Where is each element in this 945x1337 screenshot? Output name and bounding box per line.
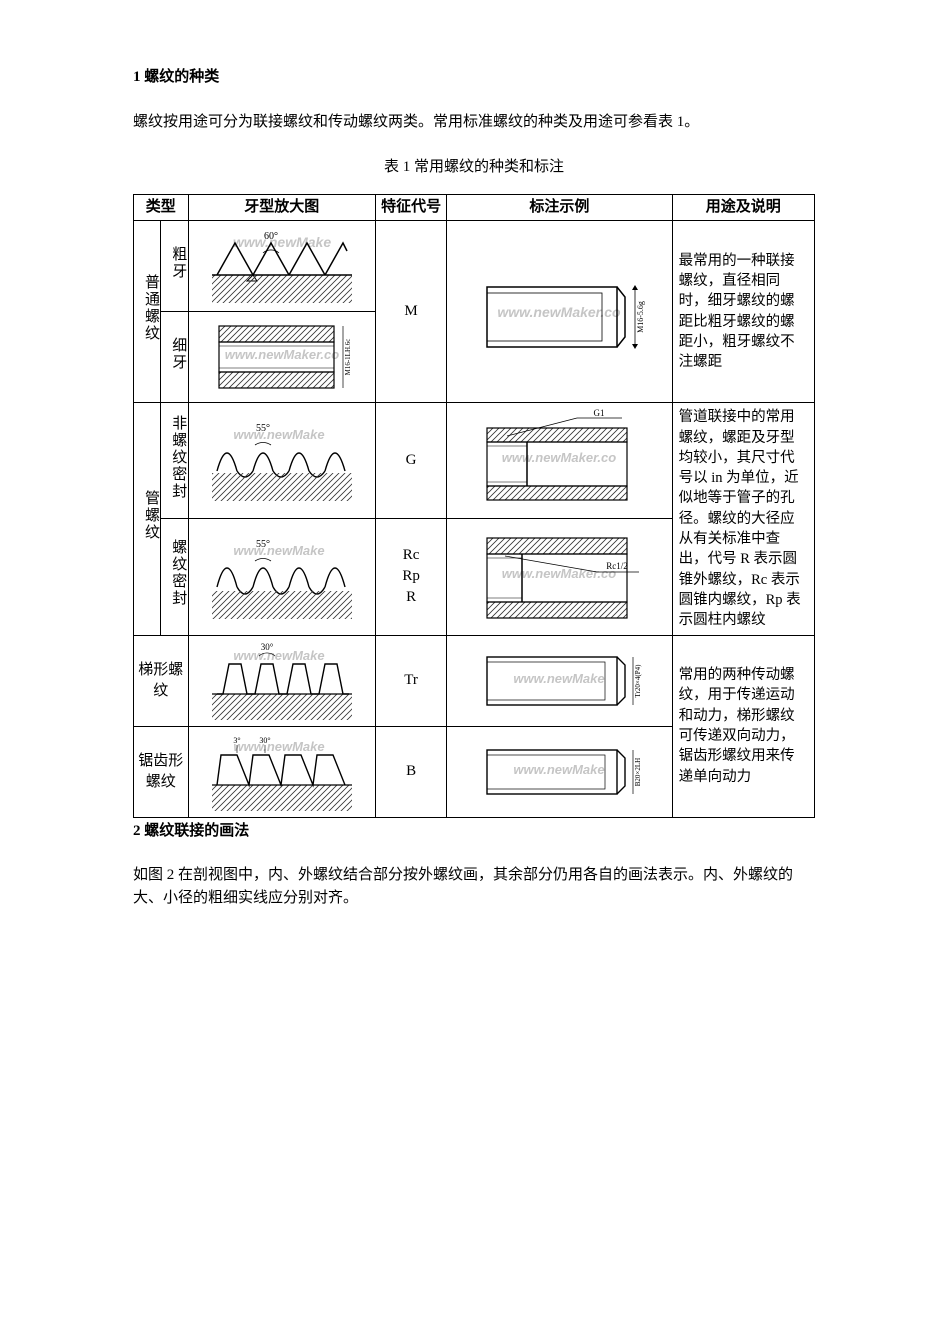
pipe-r-profile: www.newMake 55° xyxy=(188,519,375,635)
pipe-r-code: Rc Rp R xyxy=(376,519,447,635)
metric-code: M xyxy=(376,221,447,403)
trap-example: www.newMake Tr20×4(P4) xyxy=(447,635,672,726)
thread-table: 类型 牙型放大图 特征代号 标注示例 用途及说明 普通螺纹 粗牙 www.new… xyxy=(133,194,815,817)
svg-text:Tr20×4(P4): Tr20×4(P4) xyxy=(634,663,642,697)
svg-text:60°: 60° xyxy=(264,231,278,242)
row-metric-coarse: 普通螺纹 粗牙 www.newMake xyxy=(134,221,815,312)
svg-text:M16-1LH.6c: M16-1LH.6c xyxy=(344,339,352,376)
pipe-g-code: G xyxy=(376,403,447,519)
saw-code: B xyxy=(376,726,447,817)
row-trap: 梯形螺纹 www.newMake 30° Tr www.newMake xyxy=(134,635,815,726)
pipe-unsealed-label: 非螺纹密封 xyxy=(161,403,188,519)
svg-text:3°: 3° xyxy=(233,736,240,745)
section2-paragraph: 如图 2 在剖视图中，内、外螺纹结合部分按外螺纹画，其余部分仍用各自的画法表示。… xyxy=(133,864,815,911)
header-code: 特征代号 xyxy=(376,195,447,221)
header-usage: 用途及说明 xyxy=(672,195,814,221)
saw-label: 锯齿形螺纹 xyxy=(134,726,189,817)
svg-text:30°: 30° xyxy=(259,736,270,745)
svg-text:30°: 30° xyxy=(260,642,273,652)
svg-text:www.newMake: www.newMake xyxy=(514,671,605,686)
pipe-sealed-label: 螺纹密封 xyxy=(161,519,188,635)
metric-fine-profile: www.newMaker.co M16-1LH.6c xyxy=(188,312,375,403)
svg-text:B20×2LH: B20×2LH xyxy=(634,757,642,785)
svg-text:www.newMake: www.newMake xyxy=(514,762,605,777)
svg-text:55°: 55° xyxy=(256,423,270,434)
section1-paragraph: 螺纹按用途可分为联接螺纹和传动螺纹两类。常用标准螺纹的种类及用途可参看表 1。 xyxy=(133,111,815,134)
metric-fine-label: 细牙 xyxy=(161,312,188,403)
trap-code: Tr xyxy=(376,635,447,726)
svg-text:www.newMaker.co: www.newMaker.co xyxy=(498,304,622,320)
header-profile: 牙型放大图 xyxy=(188,195,375,221)
trap-saw-usage: 常用的两种传动螺纹，用于传递运动和动力，梯形螺纹可传递双向动力，锯齿形螺纹用来传… xyxy=(672,635,814,817)
svg-text:G1: G1 xyxy=(594,408,605,418)
svg-text:55°: 55° xyxy=(256,539,270,550)
trap-label: 梯形螺纹 xyxy=(134,635,189,726)
pipe-r-example: www.newMaker.co Rc1/2 xyxy=(447,519,672,635)
metric-coarse-profile: www.newMake 60° xyxy=(188,221,375,312)
pipe-g-example: www.newMaker.co G1 xyxy=(447,403,672,519)
header-example: 标注示例 xyxy=(447,195,672,221)
header-type: 类型 xyxy=(134,195,189,221)
metric-coarse-label: 粗牙 xyxy=(161,221,188,312)
pipe-group-label: 管螺纹 xyxy=(134,403,161,635)
pipe-g-profile: www.newMake 55° xyxy=(188,403,375,519)
svg-text:www.newMake: www.newMake xyxy=(233,648,324,663)
svg-text:www.newMaker.co: www.newMaker.co xyxy=(502,450,616,465)
metric-group-label: 普通螺纹 xyxy=(134,221,161,403)
section2-heading: 2 螺纹联接的画法 xyxy=(133,820,815,843)
saw-profile: www.newMake 3° 30° xyxy=(188,726,375,817)
svg-text:www.newMaker.co: www.newMaker.co xyxy=(225,347,339,362)
table-header-row: 类型 牙型放大图 特征代号 标注示例 用途及说明 xyxy=(134,195,815,221)
svg-text:www.newMake: www.newMake xyxy=(233,739,324,754)
svg-text:www.newMaker.co: www.newMaker.co xyxy=(502,566,616,581)
table-caption: 表 1 常用螺纹的种类和标注 xyxy=(133,156,815,179)
section1-heading: 1 螺纹的种类 xyxy=(133,66,815,89)
svg-text:Rc1/2: Rc1/2 xyxy=(607,561,629,571)
svg-text:M16-5.6g: M16-5.6g xyxy=(636,301,645,333)
watermark: www.newMake xyxy=(233,234,332,250)
saw-example: www.newMake B20×2LH xyxy=(447,726,672,817)
pipe-usage: 管道联接中的常用螺纹，螺距及牙型均较小，其尺寸代号以 in 为单位，近似地等于管… xyxy=(672,403,814,635)
row-pipe-g: 管螺纹 非螺纹密封 www.newMake xyxy=(134,403,815,519)
svg-text:www.newMake: www.newMake xyxy=(233,427,324,442)
svg-text:www.newMake: www.newMake xyxy=(233,543,324,558)
metric-usage: 最常用的一种联接螺纹，直径相同时，细牙螺纹的螺距比粗牙螺纹的螺距小，粗牙螺纹不注… xyxy=(672,221,814,403)
trap-profile: www.newMake 30° xyxy=(188,635,375,726)
metric-example: www.newMaker.co M16-5.6g xyxy=(447,221,672,403)
